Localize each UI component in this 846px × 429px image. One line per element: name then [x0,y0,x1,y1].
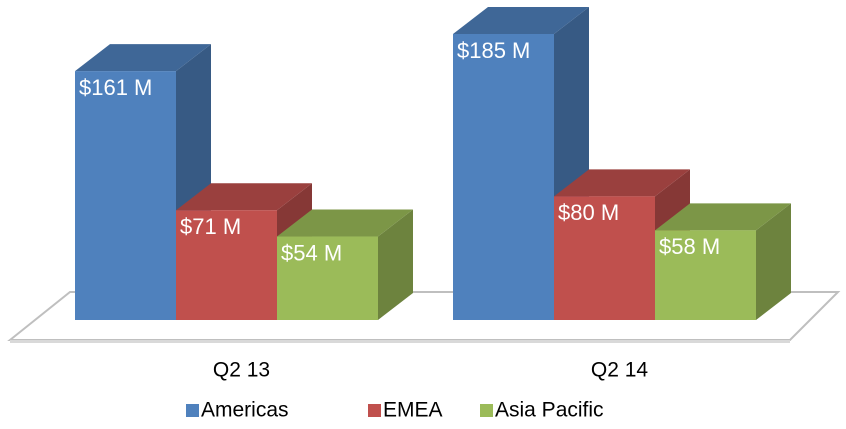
value-label: $58 M [659,234,720,259]
bar-side [378,209,413,320]
legend-label: Asia Pacific [495,399,604,422]
bar [554,196,655,320]
bar [176,210,277,320]
value-label: $71 M [180,214,241,239]
bar-top [453,7,589,34]
legend-label: EMEA [383,399,443,422]
value-label: $161 M [79,75,152,100]
legend-label: Americas [201,399,289,422]
bar-side [756,203,791,320]
legend-swatch [480,404,493,417]
legend-swatch [186,404,199,417]
bar [453,34,554,320]
bar-top [176,183,312,211]
floor-edge [10,340,790,343]
legend-swatch [368,404,381,417]
bar-top [554,169,690,197]
bar-top [655,203,791,231]
value-label: $54 M [281,240,342,265]
value-label: $185 M [457,38,530,63]
x-tick-label: Q2 13 [213,359,270,382]
bar-top [277,209,413,237]
bar [655,230,756,320]
bar [75,71,176,321]
bar [277,236,378,320]
value-label: $80 M [558,200,619,225]
bar-top [75,44,211,72]
x-tick-label: Q2 14 [591,359,649,382]
